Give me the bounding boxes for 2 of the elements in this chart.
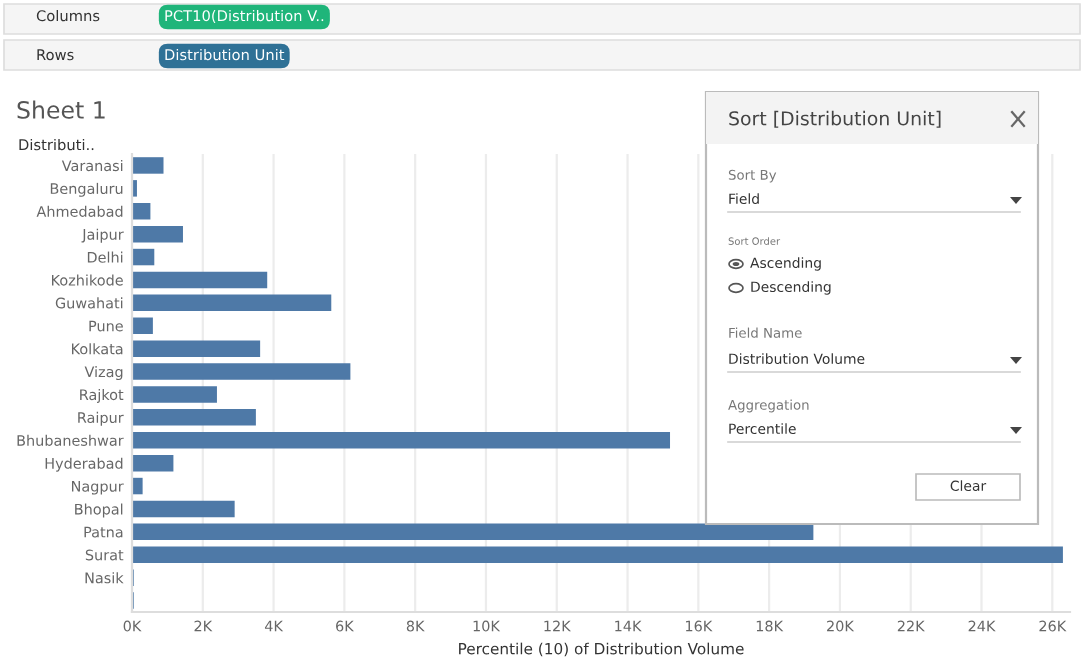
- text: Sort [Distribution Unit]: [729, 110, 941, 128]
- chart-title: Sheet 1: [17, 100, 105, 119]
